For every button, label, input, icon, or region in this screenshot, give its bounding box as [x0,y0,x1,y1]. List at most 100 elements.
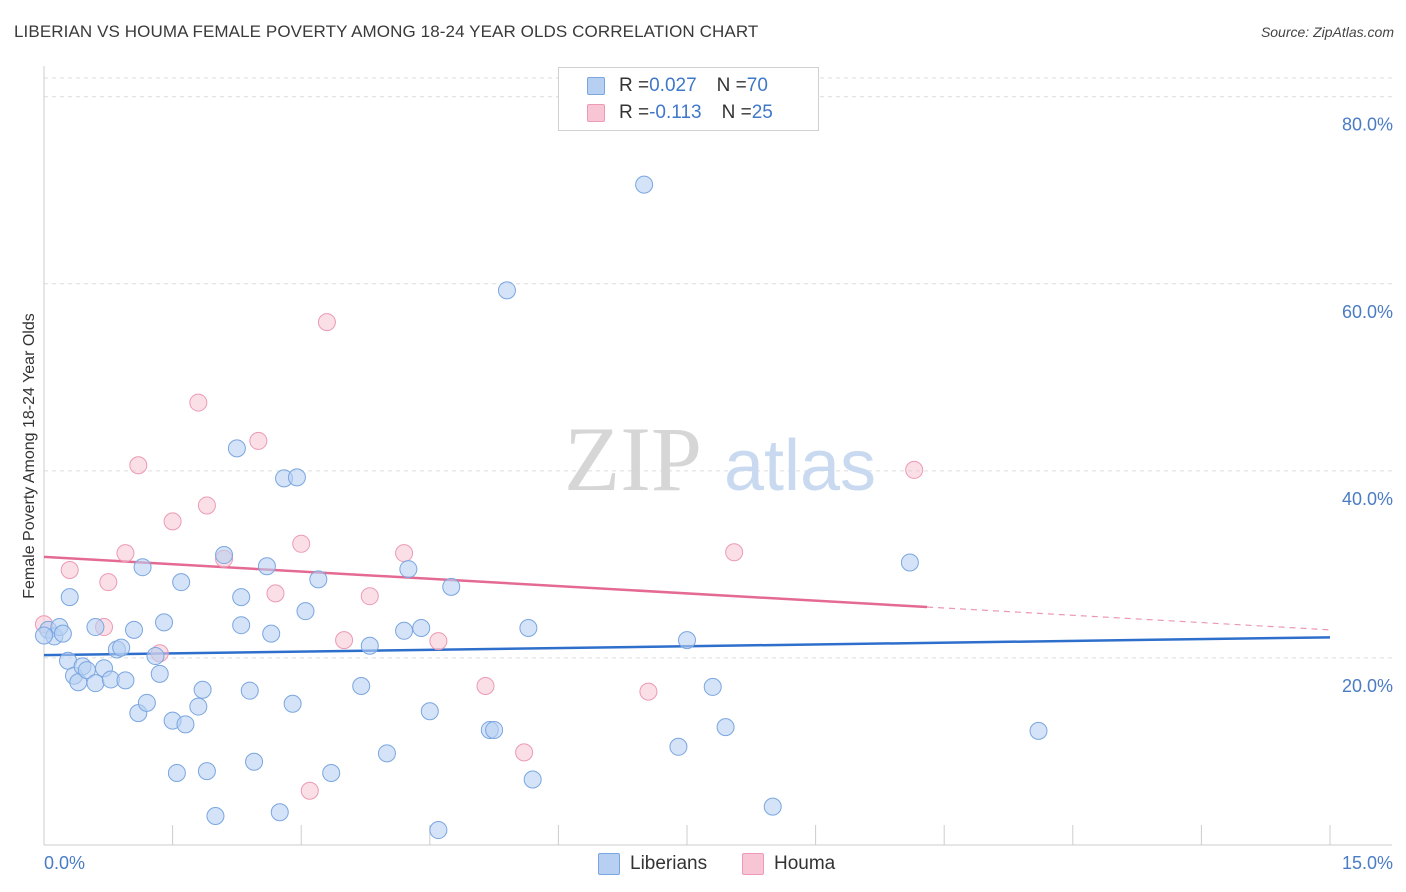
liberians-point [485,720,504,739]
y-tick-label: 60.0% [1342,302,1393,322]
liberians-point [167,763,186,782]
liberians-point [352,676,371,695]
houma-point [476,676,495,695]
liberians-point [176,715,195,734]
liberians-point [270,803,289,822]
liberians-point [763,797,782,816]
stats-legend: R = 0.027 N = 70 R = -0.113 N = 25 [558,67,819,131]
liberians-point [395,621,414,640]
liberians-point [215,546,234,565]
liberians-point [232,588,251,607]
liberians-point [245,752,264,771]
liberians-point [193,680,212,699]
liberians-point [519,618,538,637]
houma-point [335,631,354,650]
houma-point [429,632,448,651]
liberians-point [523,770,542,789]
liberians-point [296,602,315,621]
legend-r-label: R = [619,102,650,123]
liberians-point [412,618,431,637]
liberians-point [116,671,135,690]
houma-point [639,682,658,701]
liberians-point [900,553,919,572]
liberians-point [232,616,251,635]
houma-point [249,431,268,450]
liberians-point [60,588,79,607]
liberians-point [150,664,169,683]
x-tick-layer: 0.0% 15.0% [44,853,1393,873]
liberians-point [206,807,225,826]
legend-r-value: 0.027 [649,75,697,96]
liberians-point [257,557,276,576]
liberians-point [283,694,302,713]
houma-point [300,781,319,800]
liberians-point [227,439,246,458]
liberians-point [309,570,328,589]
y-axis-label: Female Poverty Among 18-24 Year Olds [21,313,38,599]
liberians-point [86,618,105,637]
liberians-point [420,702,439,721]
legend-n-label: N = [716,75,747,96]
houma-legend-label: Houma [774,853,836,874]
houma-point [60,561,79,580]
liberians-point [53,624,72,643]
liberians-point [197,762,216,781]
liberians-point [86,674,105,693]
source-credit: Source: ZipAtlas.com [1260,24,1394,40]
grid-layer [44,77,1392,659]
bottom-legend-liberians: Liberians [598,852,707,876]
legend-row-houma: R = -0.113 N = 25 [587,100,773,126]
houma-point [99,573,118,592]
liberians-point [146,647,165,666]
liberians-point [703,677,722,696]
liberians-point [240,681,259,700]
houma-point [317,313,336,332]
legend-n-label: N = [721,102,752,123]
liberians-point [1029,721,1048,740]
liberians-point [399,560,418,579]
legend-n-value: 70 [746,75,768,96]
liberians-swatch [587,77,605,95]
houma-point [116,544,135,563]
houma-point [905,460,924,479]
houma-point [189,393,208,412]
y-tick-label: 40.0% [1342,489,1393,509]
liberians-point [716,718,735,737]
houma-point [725,543,744,562]
liberians-point [262,624,281,643]
houma-swatch [587,104,605,122]
houma-legend-swatch [742,853,764,875]
liberians-point [669,737,688,756]
houma-point [163,512,182,531]
y-tick-label: 80.0% [1342,115,1393,135]
liberians-point [635,175,654,194]
houma-point [395,544,414,563]
y-tick-layer: 20.0% 40.0% 60.0% 80.0% [1342,115,1393,696]
liberians-point [125,620,144,639]
legend-r-value: -0.113 [649,102,702,123]
watermark-zip: ZIP [564,408,702,510]
liberians-point [678,631,696,650]
liberians-point [442,577,461,596]
liberians-legend-swatch [598,853,620,875]
liberians-point [322,763,341,782]
legend-row-liberians: R = 0.027 N = 70 [587,73,768,99]
houma-point [360,587,379,606]
houma-point [129,456,148,475]
houma-point [515,743,534,762]
points-layer [35,175,1048,840]
liberians-point [137,693,156,712]
liberians-point [35,626,53,645]
liberians-point [112,638,131,657]
x-tick-label: 0.0% [44,853,85,873]
liberians-point [172,573,191,592]
y-tick-label: 20.0% [1342,676,1393,696]
legend-r-label: R = [619,75,650,96]
houma-point [197,496,216,515]
liberians-point [155,613,174,632]
houma-trend-extension [927,606,1331,631]
houma-point [266,584,285,603]
liberians-point [497,281,516,300]
x-tick-label: 15.0% [1342,853,1393,873]
